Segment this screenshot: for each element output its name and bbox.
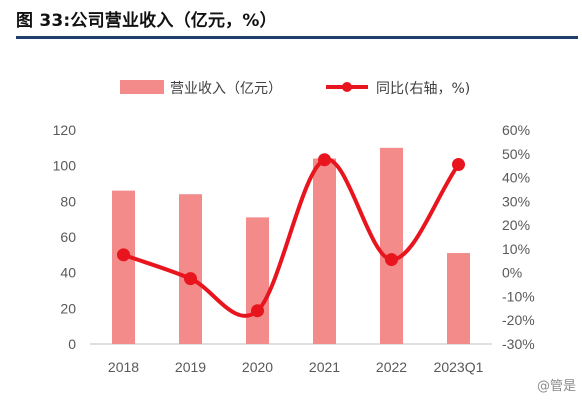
left-axis-tick-label: 60 bbox=[60, 229, 76, 245]
left-axis-tick-label: 80 bbox=[60, 193, 76, 209]
line-series bbox=[117, 153, 465, 318]
bar-series bbox=[112, 147, 470, 344]
yoy-growth-line bbox=[122, 157, 461, 318]
figure-title: 图 33:公司营业收入（亿元，%） bbox=[16, 11, 277, 31]
revenue-bar bbox=[179, 194, 202, 344]
right-axis-tick-label: -10% bbox=[502, 288, 535, 304]
left-axis-tick-label: 0 bbox=[68, 336, 76, 352]
right-axis-tick-label: 30% bbox=[502, 193, 530, 209]
legend-line-label: 同比(右轴，%) bbox=[376, 81, 470, 97]
yoy-growth-point bbox=[452, 157, 465, 171]
right-axis-tick-label: 50% bbox=[502, 146, 530, 162]
x-axis-tick-label: 2022 bbox=[376, 359, 407, 375]
right-axis-tick-label: 60% bbox=[502, 122, 530, 138]
right-axis-tick-label: 40% bbox=[502, 170, 530, 186]
left-axis-tick-label: 20 bbox=[60, 300, 76, 316]
chart-axes: 0 20 40 60 80 100 120 -30% -20% -10% 0% 10% 20% 30% 40… bbox=[53, 122, 535, 375]
revenue-bar bbox=[447, 253, 470, 344]
yoy-growth-point bbox=[117, 248, 130, 262]
x-axis-tick-label: 2023Q1 bbox=[434, 359, 484, 375]
chart-legend: 营业收入（亿元） 同比(右轴，%) bbox=[120, 80, 470, 97]
x-axis-tick-label: 2020 bbox=[242, 359, 273, 375]
right-axis-tick-label: -30% bbox=[502, 336, 535, 352]
left-axis-tick-label: 100 bbox=[53, 158, 77, 174]
right-axis-tick-label: -20% bbox=[502, 312, 535, 328]
yoy-growth-point bbox=[385, 253, 398, 267]
left-axis-tick-label: 40 bbox=[60, 265, 76, 281]
revenue-bar bbox=[112, 190, 135, 344]
x-axis-tick-label: 2021 bbox=[309, 359, 340, 375]
right-axis-tick-label: 0% bbox=[502, 265, 522, 281]
right-axis-tick-label: 20% bbox=[502, 217, 530, 233]
left-axis-tick-label: 120 bbox=[53, 122, 77, 138]
revenue-bar bbox=[380, 147, 403, 344]
legend-bar-label: 营业收入（亿元） bbox=[170, 81, 282, 97]
title-divider bbox=[16, 36, 578, 39]
yoy-growth-point bbox=[251, 304, 264, 318]
revenue-bar bbox=[246, 217, 269, 344]
yoy-growth-point bbox=[184, 272, 197, 286]
x-axis-tick-label: 2019 bbox=[175, 359, 206, 375]
legend-bar-swatch bbox=[120, 80, 164, 94]
x-axis-tick-label: 2018 bbox=[108, 359, 139, 375]
right-axis-tick-label: 10% bbox=[502, 241, 530, 257]
legend-line-marker bbox=[342, 82, 352, 92]
revenue-bar bbox=[313, 158, 336, 344]
yoy-growth-point bbox=[318, 153, 331, 167]
watermark: @管是 bbox=[536, 379, 576, 394]
